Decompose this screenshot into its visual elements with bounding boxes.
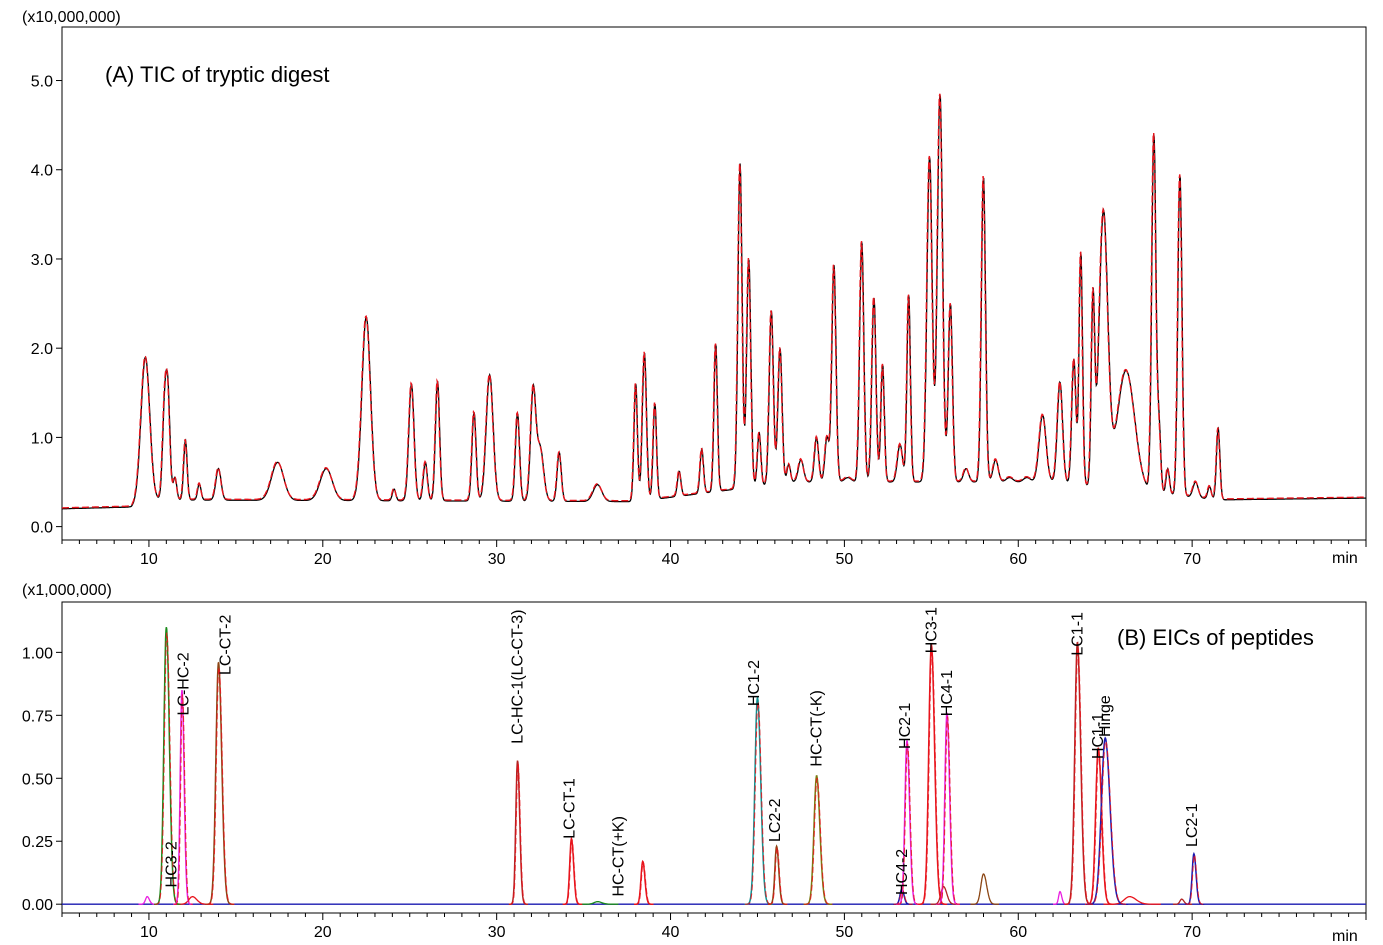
- eic-x-tick-label: 70: [1183, 924, 1201, 941]
- eic-panel-title: (B) EICs of peptides: [1117, 625, 1314, 650]
- eic-minor-peak: [970, 873, 999, 905]
- eic-minor-peak: [930, 885, 959, 905]
- tic-x-tick-label: 60: [1009, 551, 1027, 568]
- eic-minor-peak: [175, 895, 214, 905]
- eic-peak-overlay: [634, 860, 654, 905]
- tic-panel: (x10,000,000) (A) TIC of tryptic digest …: [22, 9, 1367, 568]
- eic-peak-hc1-1: [1085, 747, 1114, 905]
- eic-peak-label: HC-CT(-K): [809, 690, 826, 766]
- tic-trace-black: [62, 94, 1366, 510]
- eic-peak-label: LC-HC-1(LC-CT-3): [510, 610, 527, 744]
- eic-panel: (x1,000,000) (B) EICs of peptides min 10…: [22, 582, 1367, 945]
- eic-peak-overlay: [1185, 853, 1205, 905]
- eic-peak-overlay: [509, 763, 529, 905]
- eic-peak-label: LC-CT-2: [217, 614, 234, 675]
- eic-peak-overlay: [804, 777, 833, 905]
- eic-peak-label: HC3-1: [923, 607, 940, 653]
- tic-traces: [62, 93, 1366, 510]
- eic-minor-peak: [580, 901, 619, 905]
- eic-peak-overlay: [768, 845, 788, 905]
- eic-peak-label: LC-HC-2: [176, 652, 193, 715]
- tic-y-tick-label: 4.0: [31, 163, 53, 180]
- tic-x-tick-label: 10: [140, 551, 158, 568]
- eic-peak-overlay: [744, 701, 774, 905]
- tic-x-tick-label: 20: [314, 551, 332, 568]
- eic-peak-label: HC1-1: [1090, 713, 1107, 759]
- eic-peak-label: HC3-2: [164, 841, 181, 887]
- tic-axes: 10 20 30 40 50 60 70 0.0 1.0 2.0 3.0 4.0 5.0: [31, 74, 1367, 568]
- eic-x-tick-label: 40: [662, 924, 680, 941]
- eic-peak-overlay: [897, 743, 920, 905]
- eic-x-unit: min: [1332, 928, 1358, 945]
- tic-y-tick-label: 0.0: [31, 520, 53, 537]
- eic-peak-hinge: [1086, 736, 1129, 905]
- eic-y-tick-label: 0.00: [22, 897, 53, 914]
- eic-peak-label: LC-CT-1: [562, 778, 579, 839]
- eic-peak-labels: HC3-2 LC-HC-2 LC-CT-2 LC-HC-1(LC-CT-3) LC-CT…: [164, 607, 1202, 897]
- tic-x-tick-label: 30: [488, 551, 506, 568]
- tic-x-unit: min: [1332, 550, 1358, 567]
- tic-plot-frame: [61, 26, 1367, 541]
- eic-peak-lc-ct-2: [205, 661, 234, 905]
- eic-peak-overlay: [937, 716, 960, 905]
- eic-y-tick-label: 1.00: [22, 645, 53, 662]
- tic-trace-red: [62, 93, 1366, 509]
- eic-x-tick-label: 50: [836, 924, 854, 941]
- eic-peak-lc1-1: [1064, 641, 1093, 905]
- tic-panel-title: (A) TIC of tryptic digest: [105, 62, 330, 87]
- tic-x-tick-label: 70: [1183, 551, 1201, 568]
- tic-y-multiplier: (x10,000,000): [22, 9, 121, 26]
- eic-peak-hc-ct-k-: [803, 774, 833, 905]
- eic-y-multiplier: (x1,000,000): [22, 582, 112, 599]
- eic-peak-overlay: [1085, 750, 1115, 905]
- eic-peak-hc4-1: [936, 712, 960, 905]
- tic-x-tick-label: 50: [836, 551, 854, 568]
- eic-peak-label: HC-CT(+K): [610, 816, 627, 896]
- eic-peak-label: HC4-2: [894, 849, 911, 895]
- eic-peak-overlay: [1086, 740, 1129, 905]
- eic-x-tick-label: 30: [488, 924, 506, 941]
- tic-y-tick-label: 3.0: [31, 252, 53, 269]
- tic-x-tick-label: 40: [662, 551, 680, 568]
- eic-peak-overlay: [1064, 647, 1094, 905]
- eic-y-tick-label: 0.75: [22, 708, 53, 725]
- eic-peak-lc2-1: [1185, 851, 1205, 905]
- eic-minor-peak: [138, 895, 158, 905]
- eic-traces: [62, 627, 1366, 905]
- eic-peak-overlay: [918, 649, 948, 905]
- eic-peak-label: LC2-2: [767, 798, 784, 842]
- eic-peak-label: HC2-1: [897, 703, 914, 749]
- tic-y-tick-label: 5.0: [31, 74, 53, 91]
- eic-peak-overlay: [173, 694, 193, 905]
- eic-x-tick-label: 60: [1009, 924, 1027, 941]
- eic-y-tick-label: 0.25: [22, 834, 53, 851]
- tic-y-tick-label: 2.0: [31, 341, 53, 358]
- eic-axes: 10 20 30 40 50 60 70 0.00 0.25 0.50 0.75 1.00: [22, 645, 1367, 941]
- eic-peak-label: Hinge: [1097, 695, 1114, 737]
- eic-peak-overlay: [206, 666, 235, 905]
- eic-peak-label: LC2-1: [1184, 803, 1201, 847]
- eic-minor-peak: [1053, 890, 1069, 905]
- eic-x-tick-label: 10: [140, 924, 158, 941]
- eic-peak-hc-ct-k-: [634, 859, 654, 905]
- eic-plot-frame: [61, 601, 1367, 914]
- eic-x-tick-label: 20: [314, 924, 332, 941]
- eic-peak-label: HC4-1: [939, 670, 956, 716]
- tic-y-tick-label: 1.0: [31, 430, 53, 447]
- eic-minor-peak: [1103, 895, 1161, 905]
- eic-peak-overlay: [154, 632, 182, 905]
- eic-peak-overlay: [563, 838, 583, 905]
- eic-peak-label: LC1-1: [1069, 612, 1086, 656]
- eic-peak-lc-ct-1: [562, 836, 582, 905]
- eic-peak-lc2-2: [767, 844, 787, 905]
- eic-y-tick-label: 0.50: [22, 771, 53, 788]
- eic-peak-label: HC1-2: [746, 660, 763, 706]
- eic-peak-lc-hc-1-lc-ct-3-: [508, 760, 528, 905]
